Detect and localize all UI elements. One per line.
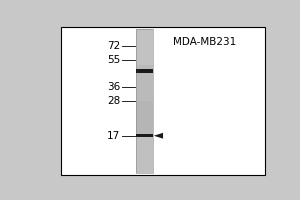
Text: 17: 17 bbox=[107, 131, 120, 141]
Polygon shape bbox=[154, 133, 163, 139]
Bar bbox=[136, 101, 153, 137]
Text: 72: 72 bbox=[107, 41, 120, 51]
Bar bbox=[136, 29, 153, 65]
Bar bbox=[136, 134, 153, 137]
Bar bbox=[136, 69, 153, 73]
Bar bbox=[136, 29, 153, 173]
Text: 28: 28 bbox=[107, 96, 120, 106]
Bar bbox=[136, 65, 153, 101]
Text: 55: 55 bbox=[107, 55, 120, 65]
Text: MDA-MB231: MDA-MB231 bbox=[173, 37, 236, 47]
FancyBboxPatch shape bbox=[61, 27, 266, 175]
Text: 36: 36 bbox=[107, 82, 120, 92]
Bar bbox=[136, 137, 153, 173]
